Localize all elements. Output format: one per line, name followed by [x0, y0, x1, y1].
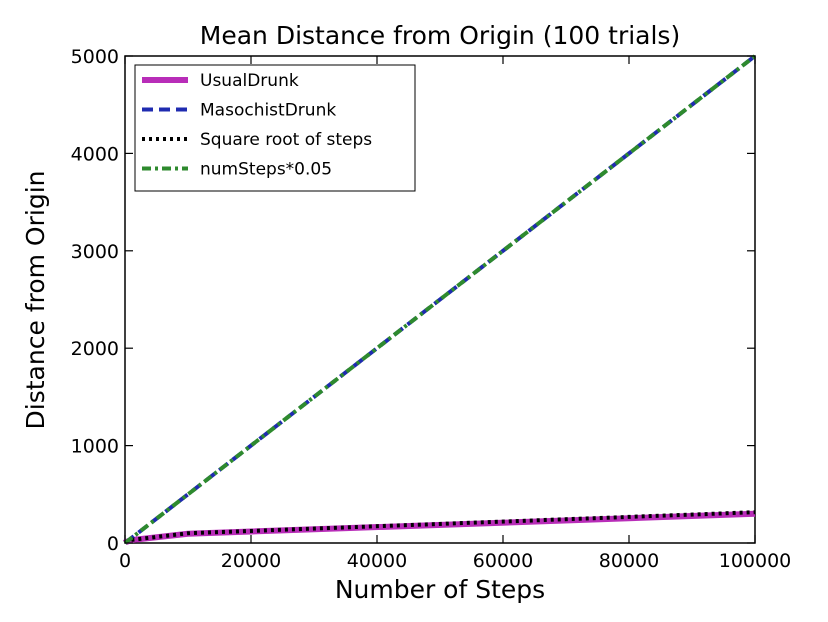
legend: UsualDrunk MasochistDrunk Square root of s… [134, 64, 416, 192]
y-tick-label-5: 5000 [71, 46, 119, 68]
legend-label-3: numSteps*0.05 [200, 160, 332, 180]
y-tick-label-1: 1000 [71, 436, 119, 458]
y-tick-label-3: 3000 [71, 241, 119, 263]
y-axis-label: Distance from Origin [21, 171, 50, 430]
y-tick-label-4: 4000 [71, 143, 119, 165]
x-tick-label-5: 100000 [719, 550, 792, 572]
x-tick-label-4: 80000 [599, 550, 659, 572]
x-tick-label-1: 20000 [221, 550, 281, 572]
x-tick-label-3: 60000 [473, 550, 533, 572]
x-axis-ticks: 0 20000 40000 60000 80000 100000 [119, 56, 791, 572]
legend-label-2: Square root of steps [200, 130, 372, 150]
y-axis-ticks: 0 1000 2000 3000 4000 5000 [71, 46, 755, 555]
legend-box [134, 64, 416, 192]
x-tick-label-2: 40000 [347, 550, 407, 572]
x-tick-label-0: 0 [119, 550, 131, 572]
legend-label-0: UsualDrunk [200, 71, 299, 91]
y-tick-label-2: 2000 [71, 338, 119, 360]
y-tick-label-0: 0 [107, 533, 119, 555]
legend-label-1: MasochistDrunk [200, 101, 336, 121]
chart-title: Mean Distance from Origin (100 trials) [200, 21, 680, 50]
x-axis-label: Number of Steps [335, 575, 545, 604]
